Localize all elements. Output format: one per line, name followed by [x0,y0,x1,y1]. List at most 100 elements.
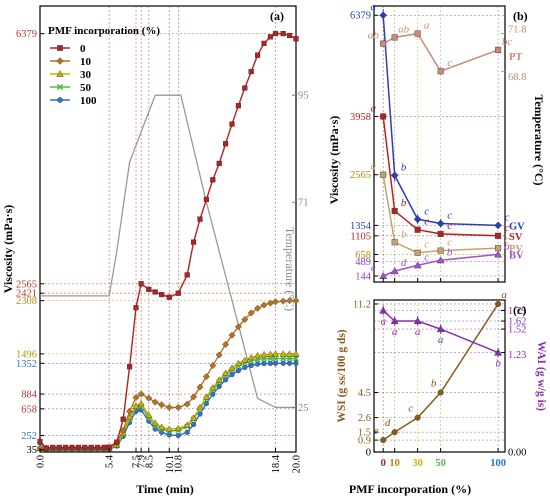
point-0-19 [158,291,165,298]
y-tick-label-5: 1496 [16,349,37,360]
panel-a-x-axis-title: Time (min) [136,482,193,496]
panel-b-frame [373,5,506,283]
point-10-17 [145,394,153,402]
temperature-curve [40,94,296,409]
point-0-29 [229,121,235,127]
b-series-label-PV: PV [509,244,523,255]
c-point-WAI-0 [379,306,388,314]
point-100-39 [293,360,299,366]
point-0-23 [190,239,197,245]
c-y2-tick-label-zero: 0.00 [508,448,526,459]
point-30-18 [151,419,159,426]
point-0-34 [261,40,267,46]
panel-label-a: (a) [270,9,284,23]
point-0-12 [114,439,120,445]
y2-tick-label-2: 95 [298,91,309,102]
b-y2-tick-label-1: 71.8 [508,25,526,36]
panel-label-c: (c) [513,303,526,317]
point-100-27 [216,383,222,390]
b-y2-axis-title: Temperature (°C) [532,94,546,185]
point-30-16 [137,399,145,407]
b-y-tick-label-0: 144 [355,271,372,282]
c-letter-WSI-4: a [501,289,507,301]
point-0-5 [69,444,75,451]
point-10-38 [286,297,294,305]
x-tick-label-2: 7.5 [132,455,143,468]
point-0-32 [248,68,254,75]
y-tick-label-1: 252 [21,431,37,442]
c-y-axis-title: WSI (g ss/100 g ds) [336,329,348,422]
point-0-20 [166,294,172,300]
c-letter-WAI-3: a [438,334,444,346]
point-0-0 [37,438,43,445]
legend-item-10: 10 [50,56,92,68]
b-series-label-PT: PT [509,52,522,63]
b-point-PT-4 [495,46,502,53]
c-x-tick-label-1: 10 [389,458,400,469]
legend-marker-10 [56,57,64,65]
series-0 [37,31,299,451]
legend-label-100: 100 [80,95,97,107]
point-30-31 [241,356,249,363]
b-point-PV-0 [380,171,387,178]
point-30-22 [183,421,191,428]
b-point-SV-2 [414,226,421,233]
panel-label-b: (b) [513,9,528,23]
point-50-38 [286,355,293,362]
b-y-axis-title: Viscosity (mPa·s) [327,116,341,205]
point-30-35 [266,350,274,357]
c-letter-WSI-1: d [385,417,391,429]
y-tick-label-2: 658 [21,404,37,415]
point-100-21 [175,432,181,439]
point-50-35 [267,355,274,362]
point-30-28 [222,369,230,376]
c-y-tick-label-0: 0.9 [358,436,371,447]
point-10-39 [292,297,300,305]
point-50-37-stroke-2 [280,355,287,362]
point-0-17 [146,286,152,292]
b-letter-PV-1: b [401,228,407,240]
b-point-PV-1 [391,239,398,246]
point-0-38 [287,32,293,39]
point-10-37 [279,297,287,305]
point-30-23 [190,414,198,421]
point-10-34 [260,301,268,309]
point-0-8 [88,444,94,451]
b-letter-SV-0: a [370,102,376,114]
c-x-tick-label-3: 50 [435,458,446,469]
b-letter-SV-1: b [401,197,407,209]
b-letter-PT-2: a [424,20,430,32]
point-0-27 [216,160,222,167]
point-30-25 [202,393,210,400]
b-point-GV-1 [390,171,399,180]
point-10-28 [222,340,230,348]
b-series-PT: ab ab a c bc PT [368,20,522,75]
x-tick-label-3: 7.9 [137,455,148,468]
b-y-tick-label-2: 658 [355,250,371,261]
b-series-label-GV: GV [509,221,525,232]
point-30-34 [260,350,268,358]
point-100-37 [280,360,286,366]
b-point-PV-2 [414,249,421,256]
b-point-GV-0 [379,11,388,20]
b-y-tick-label-7: 6379 [350,11,371,22]
b-letter-BV-4: a [504,240,510,252]
x-tick-label-7: 18.4 [271,454,282,473]
c-point-WAI-3 [436,325,445,333]
c-y2-tick-label-2: 1.62 [508,317,526,328]
point-100-23 [191,421,197,428]
point-30-24 [196,403,204,410]
c-series-WSI: ed c b a [374,289,507,444]
point-10-33 [254,304,262,312]
point-100-31 [242,364,248,370]
y-axis-title-a: Viscosity (mPa·s) [1,205,15,294]
panel-a-frame [39,5,297,453]
point-50-38-stroke-2 [286,355,293,362]
y-tick-label-9: 6379 [16,29,37,40]
point-10-16 [137,390,145,398]
point-30-30 [234,359,242,367]
y2-tick-label-1: 71 [298,198,309,209]
